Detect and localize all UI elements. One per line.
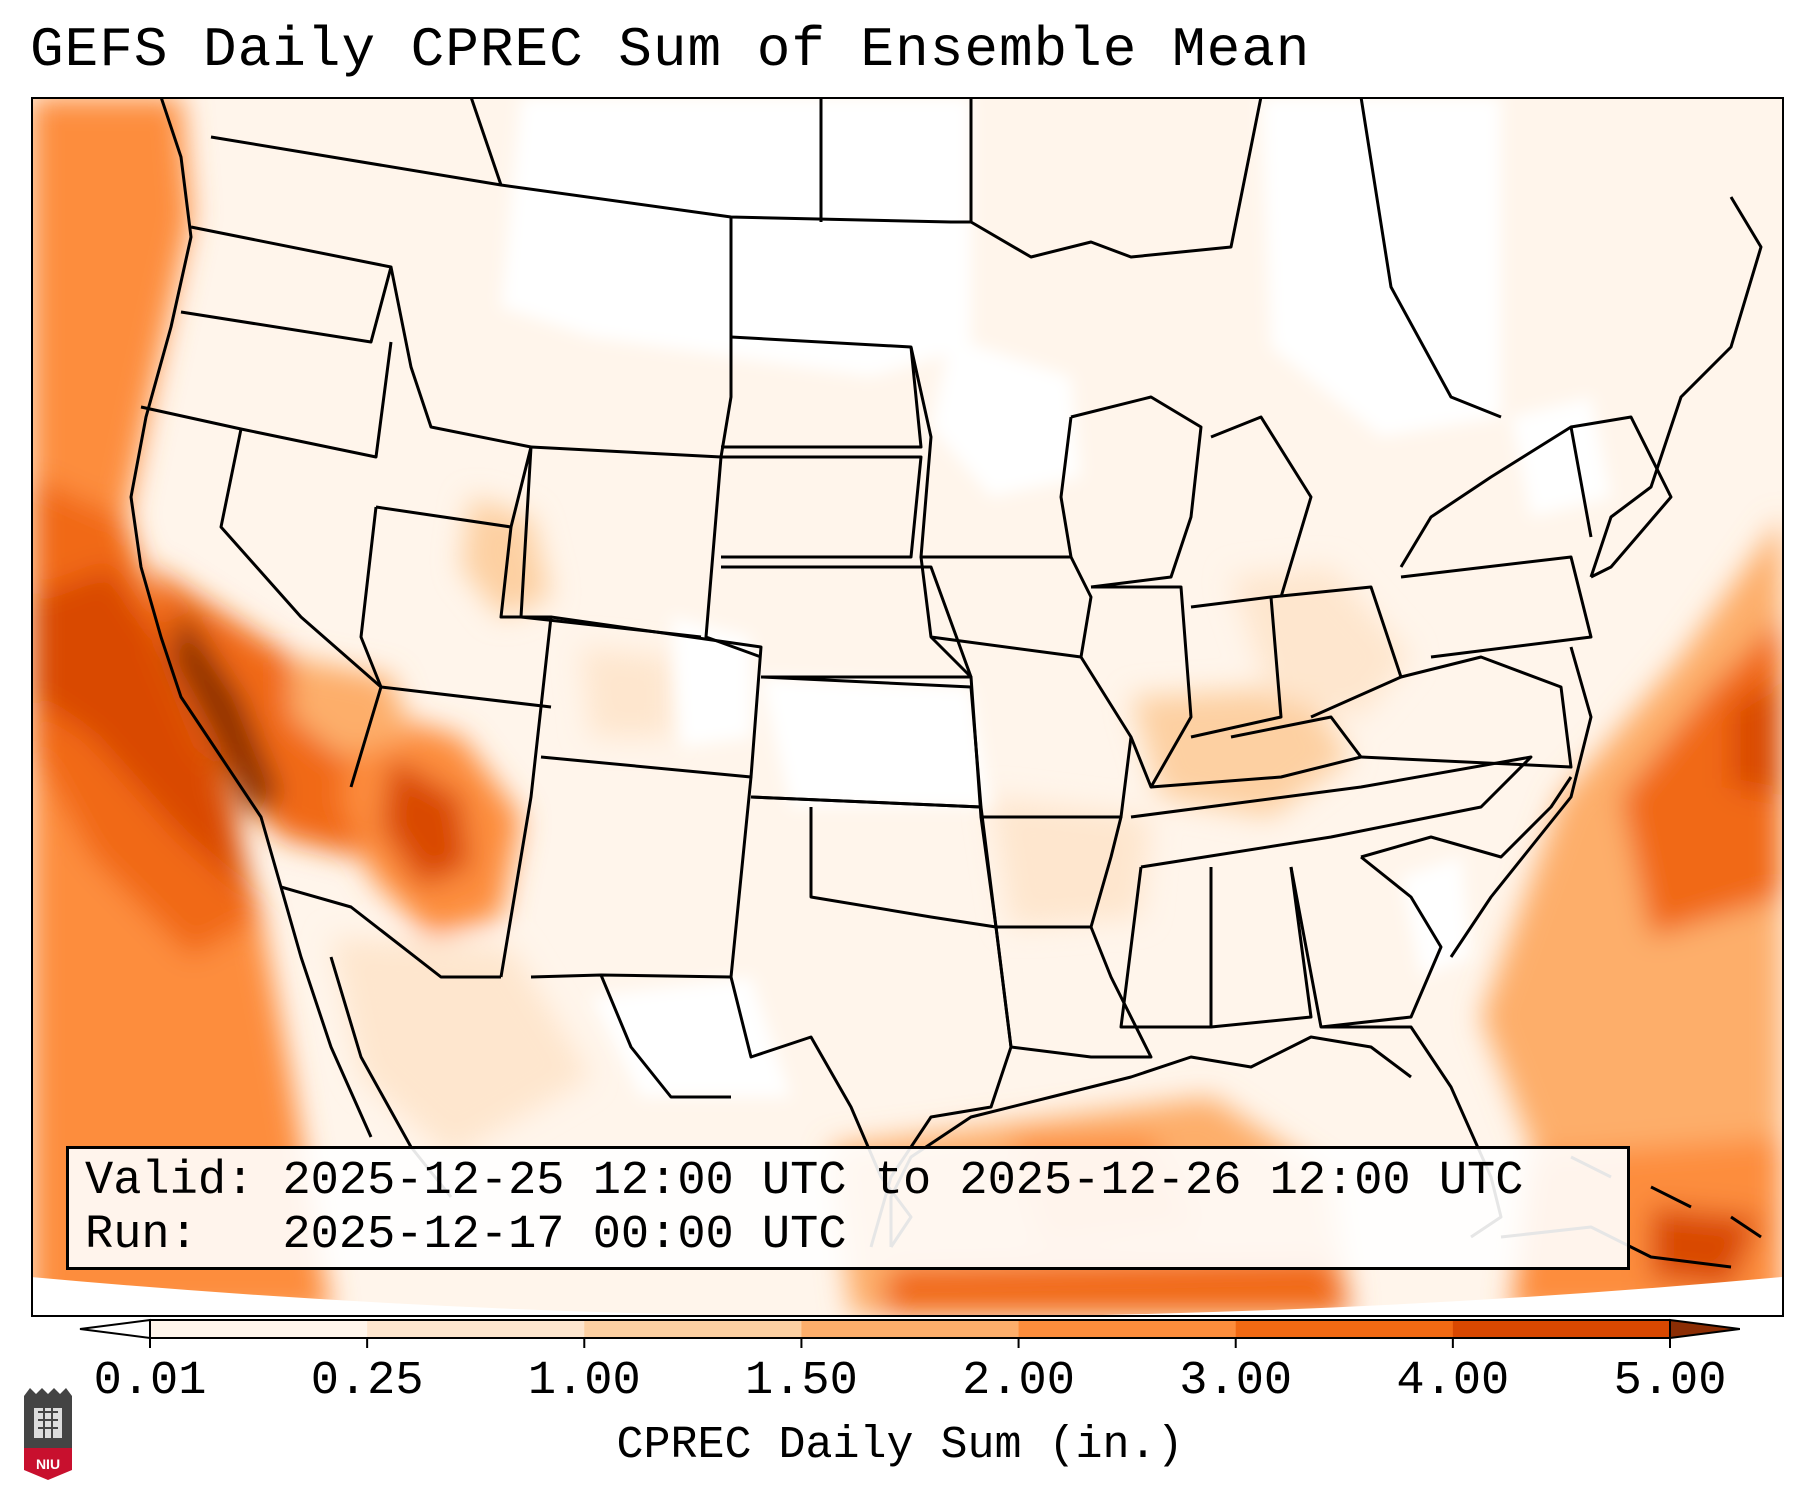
rio-grande-upper — [599, 974, 731, 1099]
field-appalachia — [1231, 567, 1411, 717]
field-canada-prairie — [501, 97, 971, 377]
colorbar-segment — [367, 1320, 585, 1338]
oklahoma-outline — [750, 795, 998, 929]
coastline-pacific — [129, 97, 373, 1138]
field-carolina — [1401, 857, 1471, 977]
colorbar-outline — [149, 1319, 1671, 1339]
logo-text: NIU — [36, 1456, 60, 1472]
south-dakota-outline — [721, 455, 923, 559]
field-utah — [461, 497, 551, 617]
nevada-utah-border — [359, 506, 383, 688]
utah-arizona-border — [380, 685, 552, 709]
colorbar-tick-label: 3.00 — [1179, 1355, 1293, 1408]
mississippi-outline — [1119, 866, 1211, 1029]
field-colorado-east — [671, 617, 751, 747]
projection-edge — [31, 1277, 1782, 1315]
new-mexico-outline — [530, 776, 753, 979]
colorbar-tick-label: 1.50 — [745, 1355, 858, 1408]
field-atlantic-core — [1731, 677, 1782, 797]
wyoming-east — [704, 456, 762, 659]
logo-shield — [24, 1448, 72, 1480]
field-atlantic-deep — [1621, 617, 1782, 937]
oregon-border — [140, 341, 393, 459]
alabama-outline — [1209, 866, 1313, 1029]
field-minnesota — [931, 337, 1081, 497]
minnesota-outline — [909, 346, 1073, 559]
valid-label: Valid: — [85, 1155, 255, 1208]
field-new-england — [1511, 397, 1611, 517]
california-nevada-border — [219, 428, 383, 788]
field-sierra — [171, 607, 281, 817]
new-england-outline — [1570, 415, 1673, 579]
run-text: 2025-12-17 00:00 UTC — [282, 1209, 847, 1262]
field-kansas — [761, 677, 991, 807]
mexico-border-west — [280, 885, 501, 979]
colorbar-segment — [584, 1320, 802, 1338]
colorbar-segment — [1018, 1320, 1237, 1338]
field-pacific-dark — [31, 567, 251, 897]
colorbar-segment — [1452, 1320, 1671, 1338]
coastline-atlantic-mid — [1449, 646, 1593, 958]
field-colorado — [581, 647, 671, 737]
field-caribbean-core — [1651, 1207, 1761, 1287]
new-york-outline — [1399, 425, 1593, 568]
colorado-outline — [540, 615, 763, 779]
field-gulf-south — [881, 1257, 1351, 1315]
ohio-outline — [1270, 585, 1403, 719]
carolina-outline — [1360, 776, 1573, 859]
indiana-outline — [1190, 595, 1283, 739]
colorbar-label: CPREC Daily Sum (in.) — [616, 1420, 1184, 1471]
field-arizona-core — [381, 757, 471, 887]
field-nevada — [291, 657, 411, 757]
canada-province-line-1 — [469, 97, 503, 186]
nebraska-outline — [721, 565, 973, 679]
precipitation-map — [31, 97, 1782, 1315]
valid-text: 2025-12-25 12:00 UTC to 2025-12-26 12:00… — [282, 1155, 1524, 1208]
colorbar-segment — [1235, 1320, 1454, 1338]
logo-grid — [38, 1408, 58, 1438]
canada-province-line-4 — [1359, 97, 1502, 419]
field-atlantic — [1481, 517, 1782, 1197]
illinois-outline — [1091, 585, 1193, 789]
niu-logo: NIU — [24, 1388, 72, 1480]
colorbar — [79, 1318, 1740, 1348]
colorbar-tick-label: 0.25 — [310, 1355, 424, 1408]
michigan-outline — [1210, 415, 1313, 598]
coastline-atlantic-north — [1589, 196, 1763, 578]
washington-outline — [180, 225, 393, 344]
colorbar-segment — [801, 1320, 1020, 1338]
canada-border — [210, 97, 1263, 259]
colorbar-extend-low — [79, 1318, 151, 1340]
georgia-outline — [1289, 855, 1443, 1029]
wisconsin-outline — [1070, 395, 1203, 589]
idaho-outline — [375, 266, 533, 529]
field-west-texas — [591, 977, 791, 1097]
montana-outline — [530, 217, 733, 459]
tennessee-outline — [1130, 755, 1533, 869]
virginia-outline — [1360, 655, 1573, 769]
field-arkansas — [991, 797, 1151, 927]
colorbar-tick-label: 0.01 — [93, 1355, 207, 1408]
colorbar-tick-label: 1.00 — [527, 1355, 641, 1408]
colorbar-tick-label: 2.00 — [962, 1355, 1075, 1408]
colorbar-segment — [150, 1320, 368, 1338]
missouri-outline — [929, 635, 1133, 819]
field-sonora — [331, 937, 591, 1157]
map-title: GEFS Daily CPREC Sum of Ensemble Mean — [30, 18, 1311, 82]
info-box: Valid: 2025-12-25 12:00 UTC to 2025-12-2… — [66, 1146, 1630, 1270]
pennsylvania-outline — [1400, 555, 1593, 659]
map-canvas — [31, 97, 1782, 1315]
colorbar-tick-label: 5.00 — [1613, 1355, 1727, 1408]
colorbar-tick-label: 4.00 — [1396, 1355, 1510, 1408]
north-dakota-outline — [721, 335, 923, 449]
field-ontario — [1261, 97, 1501, 437]
run-label: Run: — [85, 1209, 198, 1262]
louisiana-outline — [994, 926, 1153, 1059]
colorbar-extend-high — [1669, 1318, 1740, 1340]
